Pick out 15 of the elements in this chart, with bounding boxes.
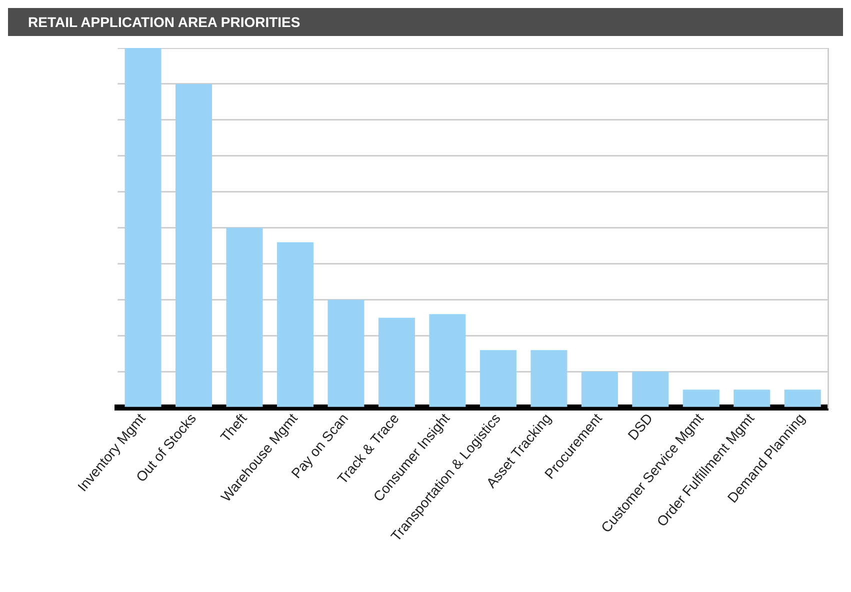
bar (581, 372, 618, 407)
bar (734, 390, 770, 407)
bar (175, 84, 212, 407)
chart-title: RETAIL APPLICATION AREA PRIORITIES (8, 8, 843, 36)
bar (682, 390, 720, 407)
bar (226, 228, 263, 407)
bar (632, 372, 669, 407)
bar (480, 350, 516, 407)
bar (124, 48, 162, 407)
bar (276, 242, 314, 407)
bar (328, 300, 364, 407)
bar (784, 390, 821, 407)
bar (378, 318, 415, 407)
bar (530, 350, 568, 407)
bar (429, 314, 466, 407)
